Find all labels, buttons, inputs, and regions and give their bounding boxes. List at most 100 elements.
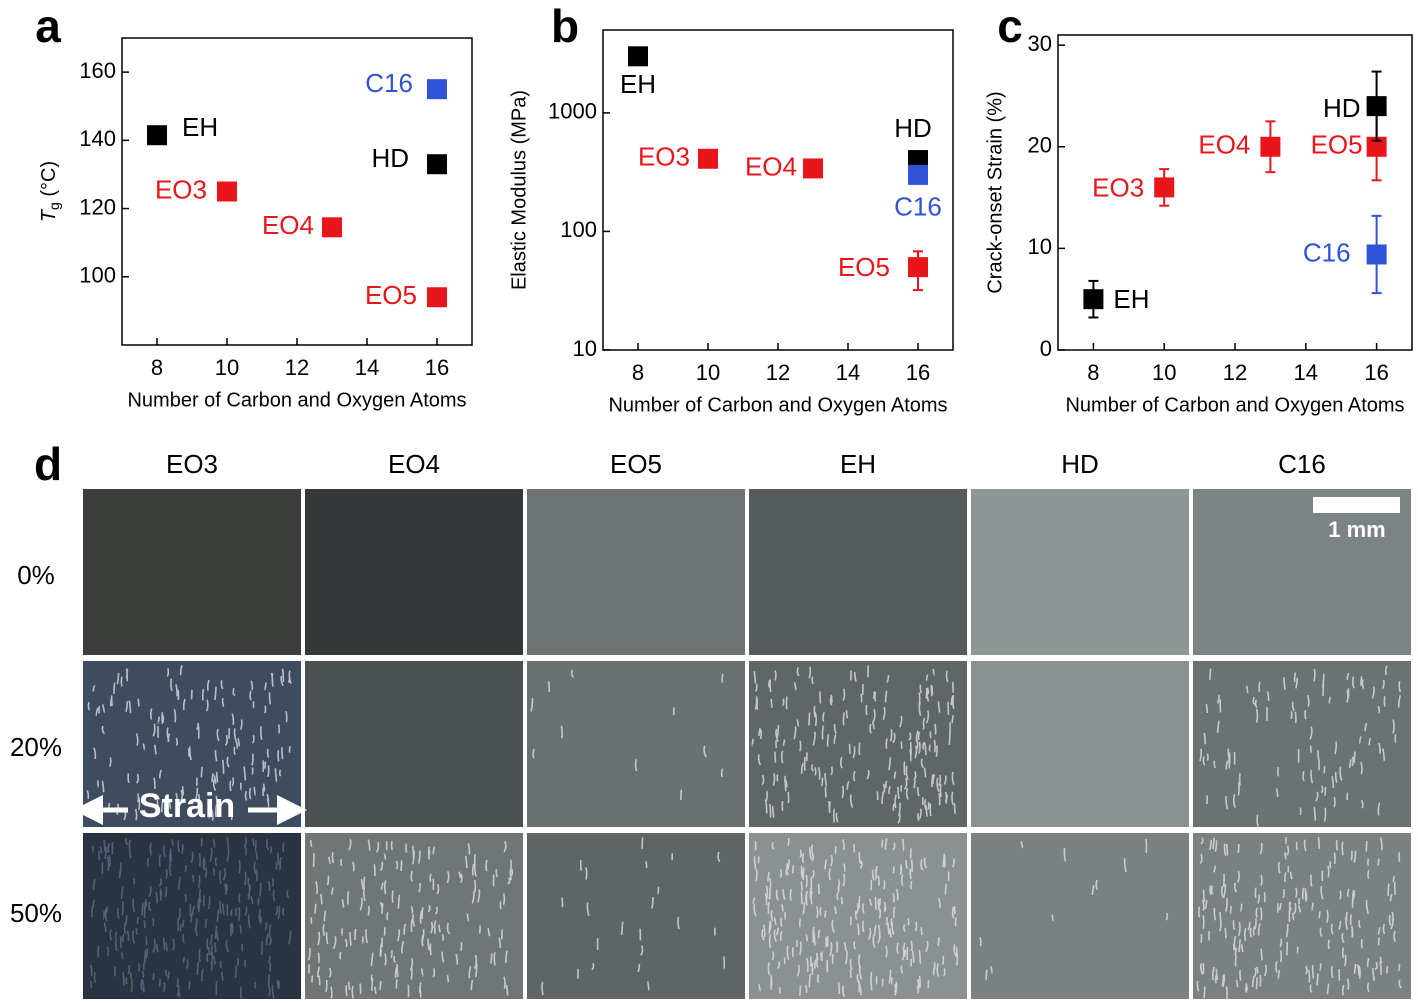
y-tick-label: 120 [79, 194, 116, 219]
crack-texture [541, 837, 726, 995]
crack-texture [1196, 836, 1403, 1001]
x-tick-label: 14 [355, 355, 379, 380]
row-label: 50% [10, 898, 62, 928]
data-point [698, 148, 718, 169]
x-tick-label: 16 [1364, 360, 1388, 385]
column-label: EO3 [166, 449, 218, 479]
x-tick-label: 14 [836, 360, 860, 385]
y-tick-label: 10 [1028, 234, 1052, 259]
point-label: C16 [894, 192, 942, 222]
x-tick-label: 12 [766, 360, 790, 385]
point-label: EO5 [1311, 130, 1363, 160]
micrograph-grid [83, 489, 1411, 1001]
point-label: EO4 [262, 210, 314, 240]
point-label: EH [182, 112, 218, 142]
micrograph [527, 661, 745, 827]
data-point [908, 257, 928, 278]
y-tick-label: 100 [560, 217, 597, 242]
micrograph [527, 489, 745, 655]
column-label: HD [1061, 449, 1099, 479]
x-tick-label: 10 [215, 355, 239, 380]
scale-bar-label: 1 mm [1328, 517, 1385, 542]
x-axis-label: Number of Carbon and Oxygen Atoms [127, 389, 466, 411]
y-tick-label: 100 [79, 263, 116, 288]
panel-label: d [34, 438, 62, 490]
data-point [803, 158, 823, 179]
y-tick-label: 20 [1028, 133, 1052, 158]
x-tick-label: 8 [632, 360, 644, 385]
row-label: 20% [10, 732, 62, 762]
row-label: 0% [17, 560, 55, 590]
micrograph [527, 833, 745, 999]
data-point [1083, 289, 1104, 310]
point-label: C16 [365, 68, 413, 98]
micrograph [971, 489, 1189, 655]
y-tick-label: 140 [79, 126, 116, 151]
y-axis-label: Elastic Modulus (MPa) [508, 90, 530, 290]
micrograph [1193, 833, 1411, 999]
crack-texture [751, 665, 957, 824]
crack-texture [530, 669, 724, 801]
x-tick-label: 14 [1294, 360, 1318, 385]
data-point [1154, 177, 1175, 198]
x-tick-label: 16 [425, 355, 449, 380]
x-tick-label: 8 [151, 355, 163, 380]
data-point [427, 79, 447, 100]
x-tick-label: 8 [1087, 360, 1099, 385]
y-tick-label: 30 [1028, 31, 1052, 56]
x-axis-label: Number of Carbon and Oxygen Atoms [1065, 394, 1404, 416]
y-tick-label: 10 [573, 336, 597, 361]
x-tick-label: 12 [285, 355, 309, 380]
data-point [628, 46, 648, 67]
micrograph [749, 489, 967, 655]
point-label: EO5 [365, 280, 417, 310]
y-axis-label: Crack-onset Strain (%) [984, 91, 1006, 293]
point-label: EO5 [838, 252, 890, 282]
micrograph [305, 489, 523, 655]
point-label: HD [1323, 93, 1361, 123]
point-label: EO4 [1198, 130, 1250, 160]
x-tick-label: 10 [1152, 360, 1176, 385]
point-label: EH [1113, 284, 1149, 314]
data-point [427, 287, 447, 308]
crack-texture [1199, 665, 1402, 827]
point-label: HD [371, 143, 409, 173]
micrograph [305, 661, 523, 827]
data-point [1260, 136, 1281, 157]
panel-label: a [35, 0, 61, 52]
column-label: EO4 [388, 449, 440, 479]
data-point [217, 181, 237, 202]
point-label: HD [894, 113, 932, 143]
data-point [322, 217, 342, 238]
y-tick-label: 0 [1040, 336, 1052, 361]
data-point [1366, 244, 1387, 265]
column-label: EH [840, 449, 876, 479]
crack-texture [307, 838, 514, 999]
x-tick-label: 16 [906, 360, 930, 385]
point-label: C16 [1303, 237, 1351, 267]
y-tick-label: 160 [79, 58, 116, 83]
data-point [147, 125, 167, 146]
crack-texture [89, 836, 292, 999]
micrograph [971, 833, 1189, 999]
point-label: EO3 [155, 174, 207, 204]
point-label: EH [620, 69, 656, 99]
data-point [908, 164, 928, 185]
column-label: C16 [1278, 449, 1326, 479]
crack-texture [752, 837, 959, 998]
panel-label: b [551, 0, 579, 52]
crack-texture [979, 838, 1169, 981]
data-point [1366, 136, 1387, 157]
data-point [427, 154, 447, 175]
y-axis-label: Tg (°C) [38, 161, 61, 222]
x-tick-label: 12 [1223, 360, 1247, 385]
y-tick-label: 1000 [548, 99, 597, 124]
strain-label: Strain [139, 787, 235, 825]
panel-label: c [997, 0, 1023, 52]
micrograph [749, 833, 967, 999]
point-label: EO3 [638, 142, 690, 172]
micrograph [83, 489, 301, 655]
micrograph [971, 661, 1189, 827]
scale-bar [1313, 497, 1400, 513]
